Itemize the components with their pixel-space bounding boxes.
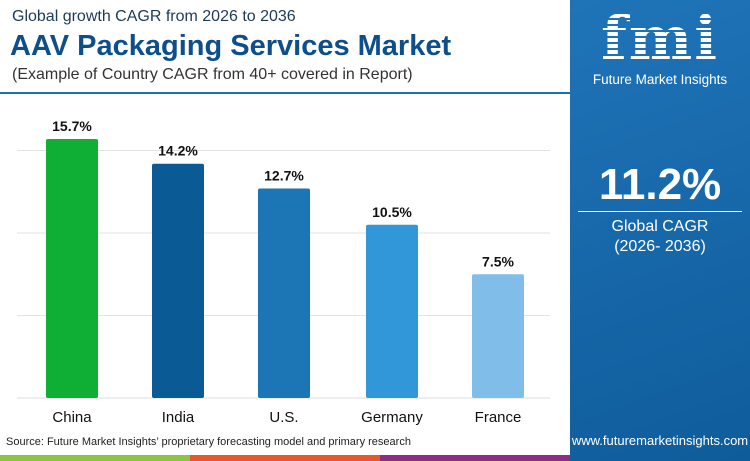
- source-note: Source: Future Market Insights’ propriet…: [6, 436, 411, 448]
- global-cagr-value: 11.2%: [598, 160, 722, 209]
- fmi-logo: fmi Future Market Insights: [570, 8, 750, 87]
- x-tick-label: China: [52, 409, 92, 426]
- color-strip-purple: [380, 455, 570, 461]
- x-tick-label: France: [475, 409, 522, 426]
- x-tick-label: U.S.: [269, 409, 298, 426]
- bar-india: [152, 163, 204, 398]
- divider: [578, 211, 742, 212]
- bar-us: [258, 188, 310, 398]
- brand-name: Future Market Insights: [592, 72, 728, 87]
- x-tick-label: India: [162, 409, 195, 426]
- color-strip-green: [0, 455, 190, 461]
- website-link[interactable]: www.futuremarketinsights.com: [571, 433, 749, 448]
- logo-mark: fmi: [570, 8, 750, 70]
- x-tick-label: Germany: [361, 409, 423, 426]
- divider: [0, 92, 570, 94]
- summary-panel: fmi Future Market Insights 11.2% Global …: [570, 0, 750, 461]
- chart-subtitle: Global growth CAGR from 2026 to 2036: [12, 8, 296, 25]
- cagr-period: (2026- 2036): [614, 238, 706, 255]
- data-label: 14.2%: [158, 143, 198, 159]
- bar-france: [472, 274, 524, 398]
- global-cagr-label: Global CAGR: [611, 218, 709, 235]
- bar-germany: [366, 224, 418, 398]
- chart-note: (Example of Country CAGR from 40+ covere…: [12, 66, 413, 83]
- bar-chart: 15.7% China 14.2% India 12.7% U.S. 10.5% German…: [17, 118, 550, 426]
- chart-title: AAV Packaging Services Market: [10, 30, 452, 62]
- data-label: 7.5%: [482, 253, 514, 269]
- bar-china: [46, 138, 98, 398]
- data-label: 10.5%: [372, 204, 412, 220]
- data-label: 15.7%: [52, 118, 92, 134]
- color-strip-orange: [190, 455, 380, 461]
- data-label: 12.7%: [264, 167, 304, 183]
